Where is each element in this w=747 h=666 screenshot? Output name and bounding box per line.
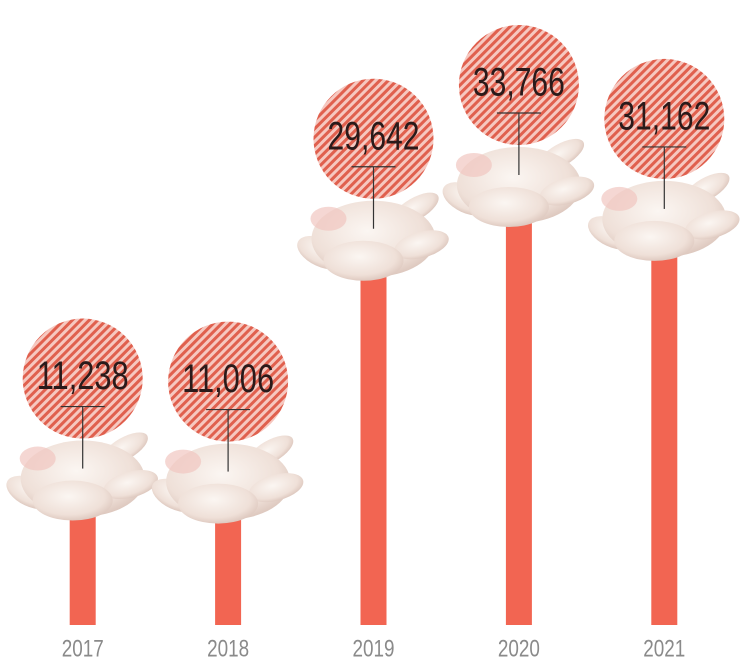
chicken-image — [442, 138, 595, 227]
x-tick-label: 2018 — [207, 635, 249, 662]
chicken-neck — [19, 446, 56, 471]
value-bubble — [604, 58, 725, 179]
chicken-thigh — [614, 220, 695, 261]
chicken-neck — [601, 186, 638, 211]
value-label: 29,642 — [328, 114, 420, 158]
x-tick-label: 2020 — [498, 635, 540, 662]
bar — [360, 238, 387, 625]
chicken-image — [6, 432, 158, 521]
value-bubble — [22, 318, 143, 439]
chicken-thigh — [323, 240, 404, 281]
value-bubble — [313, 78, 434, 199]
bar — [505, 185, 532, 625]
chicken-leg — [248, 473, 304, 503]
value-label: 11,006 — [182, 357, 274, 401]
value-bubble — [458, 25, 579, 145]
chicken-neck — [310, 206, 347, 231]
chicken-neck — [165, 449, 202, 474]
chicken-leg — [685, 210, 740, 240]
value-bubble — [168, 321, 289, 442]
chicken-leg — [103, 470, 158, 500]
x-tick-label: 2019 — [353, 635, 395, 662]
chicken-leg — [539, 176, 595, 206]
chicken-image — [588, 172, 740, 261]
chicken-thigh — [178, 483, 259, 524]
chicken-leg — [394, 230, 449, 260]
x-tick-label: 2017 — [62, 635, 104, 662]
chicken-thigh — [468, 187, 549, 227]
value-label: 11,238 — [37, 354, 129, 398]
value-label: 33,766 — [473, 61, 565, 105]
value-label: 31,162 — [618, 94, 710, 138]
x-tick-label: 2021 — [643, 635, 685, 662]
chicken-thigh — [32, 480, 113, 521]
chicken-image — [151, 435, 304, 524]
chicken-neck — [455, 153, 492, 177]
chicken-image — [297, 192, 449, 281]
bar — [651, 218, 678, 625]
